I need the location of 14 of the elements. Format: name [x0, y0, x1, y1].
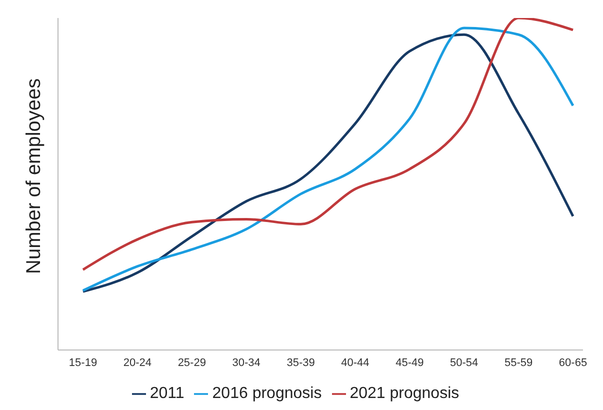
legend-label: 2016 prognosis: [212, 385, 322, 402]
x-tick-label: 20-24: [123, 356, 152, 369]
x-tick-label: 15-19: [68, 356, 98, 369]
x-tick-label: 35-39: [286, 356, 315, 369]
x-tick-label: 25-29: [178, 356, 206, 369]
y-axis-title: Number of employees: [23, 78, 46, 274]
x-tick-label: 50-54: [450, 356, 478, 369]
legend-label: 2011: [150, 385, 184, 402]
legend-label: 2021 prognosis: [350, 385, 460, 402]
x-tick-label: 40-44: [341, 356, 370, 369]
x-tick-label: 30-34: [232, 356, 260, 369]
x-tick-label: 45-49: [396, 356, 424, 369]
x-tick-label: 60-65: [558, 356, 588, 369]
x-tick-label: 55-59: [504, 356, 533, 369]
